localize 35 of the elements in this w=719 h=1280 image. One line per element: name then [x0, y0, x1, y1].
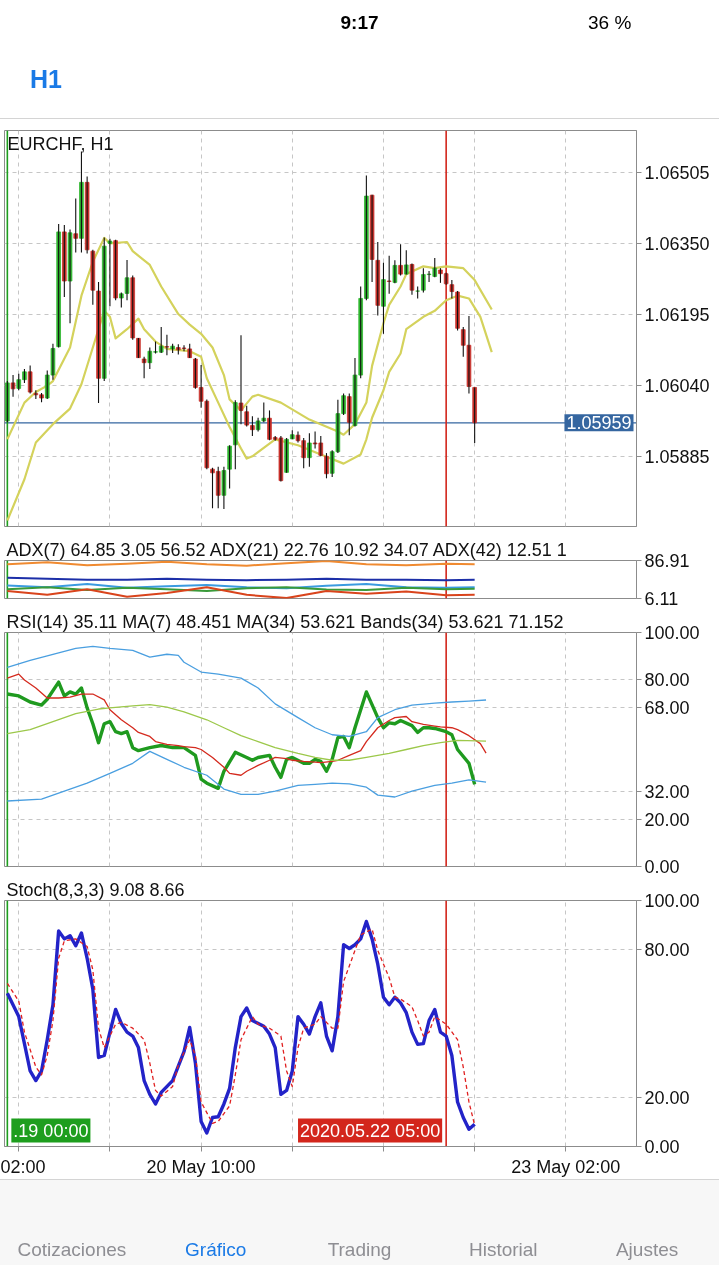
y-tick-label: 20.00 — [644, 1087, 690, 1108]
y-tick-label: 100.00 — [644, 891, 700, 911]
x-tick-label: 20 May 10:00 — [146, 1156, 256, 1177]
y-tick-label: 1.06350 — [644, 233, 710, 254]
text: Gráfico — [184, 1238, 248, 1262]
y-tick-label: 1.06040 — [644, 376, 710, 397]
y-tick-label: 32.00 — [644, 782, 690, 803]
x-tick-label: 23 May 02:00 — [511, 1156, 621, 1177]
text: Cotizaciones — [16, 1238, 128, 1262]
y-tick-label: 80.00 — [644, 669, 690, 690]
y-tick-label: 0.00 — [644, 857, 680, 877]
y-tick-label: 0.00 — [644, 1137, 680, 1157]
text: 36 % — [588, 11, 632, 35]
text: Historial — [467, 1238, 539, 1262]
x-tick-label: 02:00 — [0, 1156, 46, 1177]
y-tick-label: 80.00 — [644, 940, 690, 961]
y-tick-label: 20.00 — [644, 810, 690, 831]
chart-title: Stoch(8,3,3) 9.08 8.66 — [6, 879, 185, 900]
y-tick-label: 1.06505 — [644, 162, 710, 183]
y-tick-label: 68.00 — [644, 697, 690, 718]
ref-line-label: 2020.05.22 05:00 — [300, 1120, 441, 1141]
text: 9:17 — [340, 12, 379, 33]
ref-line-label: 1.05959 — [566, 413, 632, 434]
text: Ajustes — [614, 1238, 680, 1262]
chart-title: EURCHF, H1 — [7, 133, 114, 154]
ref-line-label: .19 00:00 — [13, 1120, 89, 1141]
y-tick-label: 6.11 — [644, 589, 679, 609]
y-tick-label: 1.05885 — [644, 447, 710, 468]
chart-title: RSI(14) 35.11 MA(7) 48.451 MA(34) 53.621 Bands(34) 53.621 71.152 — [6, 611, 564, 632]
y-tick-label: 86.91 — [644, 551, 690, 571]
y-tick-label: 100.00 — [644, 623, 700, 643]
chart-title: ADX(7) 64.85 3.05 56.52 ADX(21) 22.76 10.92 34.07 ADX(42) 12.51 1 — [6, 539, 567, 560]
text: Trading — [326, 1238, 393, 1262]
text: H1 — [30, 64, 62, 95]
y-tick-label: 1.06195 — [644, 305, 710, 325]
